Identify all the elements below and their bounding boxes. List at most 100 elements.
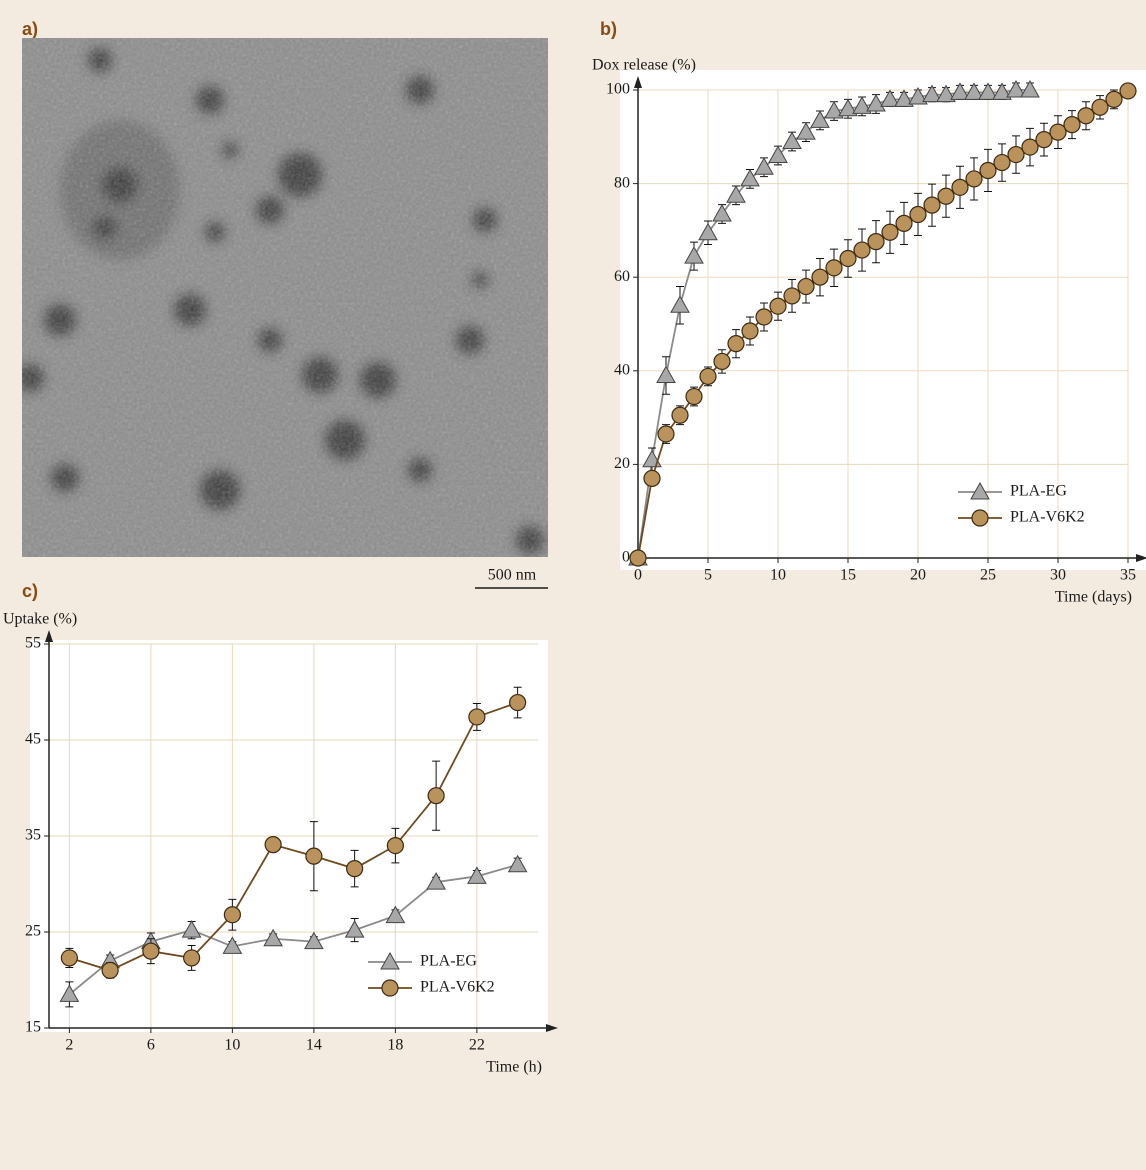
marker — [670, 295, 690, 313]
y-axis-label: Uptake (%) — [3, 611, 77, 628]
marker — [894, 89, 914, 107]
x-tick-label: 25 — [980, 567, 996, 584]
marker — [142, 942, 160, 960]
marker — [656, 365, 676, 383]
marker — [867, 233, 885, 251]
marker — [1007, 145, 1025, 164]
legend-label: PLA-V6K2 — [1010, 509, 1085, 526]
marker — [1091, 98, 1109, 116]
marker — [671, 406, 689, 424]
marker — [727, 335, 745, 353]
marker — [263, 928, 283, 947]
marker — [1119, 82, 1137, 100]
marker — [880, 89, 900, 107]
marker — [769, 297, 787, 315]
y-tick-label: 35 — [25, 827, 41, 844]
marker — [937, 187, 955, 205]
y-axis-label: Dox release (%) — [592, 57, 696, 74]
legend-marker — [970, 481, 990, 500]
x-tick-label: 10 — [224, 1037, 240, 1054]
x-tick-label: 5 — [704, 567, 712, 584]
marker — [629, 549, 647, 567]
marker — [811, 268, 829, 286]
marker — [305, 847, 323, 865]
marker — [797, 277, 815, 296]
marker — [684, 246, 704, 264]
marker — [426, 872, 446, 890]
marker — [304, 931, 324, 950]
marker — [951, 178, 969, 196]
marker — [1049, 123, 1067, 141]
scale-bar-label: 500 nm — [488, 567, 537, 584]
marker — [909, 205, 927, 224]
marker — [741, 322, 759, 340]
marker — [699, 367, 717, 386]
tem-image — [22, 38, 548, 557]
y-tick-label: 60 — [614, 268, 630, 285]
marker — [895, 214, 913, 232]
marker — [685, 387, 703, 406]
y-tick-label: 45 — [25, 731, 41, 748]
marker — [1077, 107, 1095, 125]
marker — [264, 836, 282, 854]
legend-marker — [971, 509, 989, 527]
marker — [346, 860, 364, 878]
marker — [657, 425, 675, 443]
marker — [344, 920, 365, 938]
marker — [59, 984, 80, 1002]
x-axis-arrow — [1136, 554, 1146, 562]
plot-background — [620, 70, 1146, 570]
y-tick-label: 55 — [25, 635, 41, 652]
x-axis-label: Time (days) — [1055, 589, 1132, 606]
x-tick-label: 15 — [840, 567, 856, 584]
marker — [467, 866, 487, 884]
marker — [853, 241, 871, 259]
marker — [755, 308, 773, 326]
marker — [509, 693, 527, 712]
marker — [386, 836, 404, 855]
marker — [768, 145, 788, 164]
marker — [643, 469, 661, 488]
x-tick-label: 18 — [387, 1037, 403, 1054]
x-axis-label: Time (h) — [486, 1059, 542, 1076]
x-tick-label: 35 — [1120, 567, 1136, 584]
x-tick-label: 2 — [65, 1037, 73, 1054]
y-tick-label: 100 — [606, 81, 630, 98]
marker — [965, 170, 983, 188]
marker — [908, 87, 928, 105]
legend-label: PLA-EG — [1010, 483, 1067, 500]
marker — [881, 223, 899, 241]
marker — [936, 84, 956, 103]
x-tick-label: 0 — [634, 567, 642, 584]
y-tick-label: 0 — [622, 549, 630, 566]
marker — [783, 287, 801, 305]
legend-label: PLA-V6K2 — [420, 979, 495, 996]
x-tick-label: 10 — [770, 567, 786, 584]
marker — [824, 101, 844, 119]
marker — [468, 708, 486, 726]
marker — [1006, 79, 1026, 98]
marker — [183, 949, 201, 967]
y-axis-arrow — [45, 630, 53, 642]
panel-label: c) — [22, 581, 38, 601]
marker — [923, 196, 941, 214]
legend-marker — [381, 979, 399, 997]
x-tick-label: 22 — [469, 1037, 485, 1054]
marker — [1063, 116, 1081, 134]
marker — [993, 153, 1011, 172]
x-tick-label: 30 — [1050, 567, 1066, 584]
y-tick-label: 15 — [25, 1019, 41, 1036]
marker — [950, 82, 970, 100]
marker — [839, 249, 857, 268]
x-tick-label: 20 — [910, 567, 926, 584]
y-tick-label: 80 — [614, 174, 630, 191]
marker — [978, 82, 998, 100]
legend-marker — [380, 951, 400, 970]
marker — [825, 259, 843, 277]
x-axis-arrow — [546, 1024, 558, 1032]
marker — [1035, 131, 1053, 149]
marker — [385, 905, 406, 924]
marker — [222, 936, 243, 954]
marker — [713, 352, 731, 371]
